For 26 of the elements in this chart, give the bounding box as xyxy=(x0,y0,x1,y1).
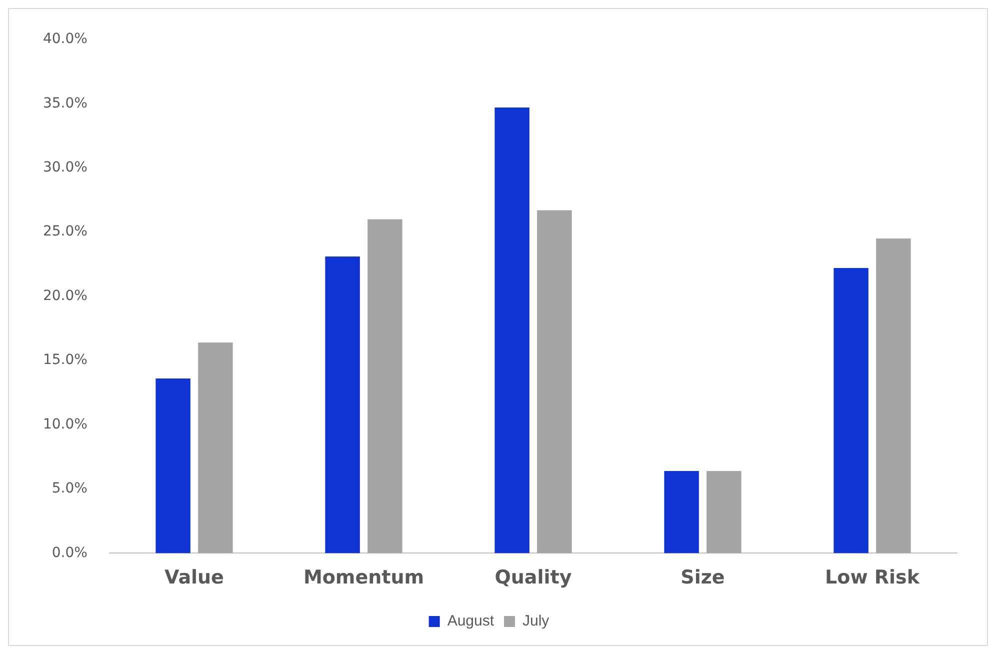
x-tick-label: Quality xyxy=(494,566,572,589)
y-tick-label: 40.0% xyxy=(42,31,88,48)
bar xyxy=(834,268,868,554)
bar xyxy=(156,378,190,554)
legend-label: August xyxy=(447,612,495,630)
bar xyxy=(368,219,402,554)
y-tick-label: 0.0% xyxy=(52,544,88,561)
bar xyxy=(706,470,742,554)
x-tick-label: Momentum xyxy=(303,566,424,589)
y-tick-label: 35.0% xyxy=(42,95,88,112)
bar xyxy=(876,238,911,554)
x-tick-label: Low Risk xyxy=(825,566,920,589)
bar xyxy=(494,107,530,554)
y-tick-label: 30.0% xyxy=(42,159,88,176)
bar xyxy=(664,470,699,554)
y-tick-label: 10.0% xyxy=(42,416,88,432)
y-tick-label: 15.0% xyxy=(42,352,88,368)
legend-label: July xyxy=(522,612,550,630)
x-tick-label: Value xyxy=(164,566,224,589)
bar xyxy=(198,342,233,554)
bar xyxy=(325,256,360,554)
x-tick-label: Size xyxy=(680,566,725,589)
bar xyxy=(537,210,572,554)
y-tick-label: 25.0% xyxy=(42,224,88,240)
y-tick-label: 20.0% xyxy=(42,288,88,304)
y-tick-label: 5.0% xyxy=(52,480,88,497)
